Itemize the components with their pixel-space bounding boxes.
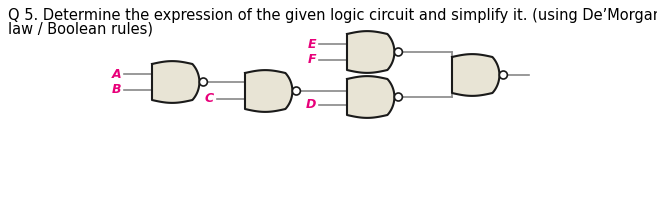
Text: A: A — [112, 68, 121, 81]
Polygon shape — [347, 76, 394, 118]
Circle shape — [199, 78, 208, 86]
Text: F: F — [307, 53, 316, 66]
Circle shape — [394, 48, 402, 56]
Circle shape — [394, 93, 402, 101]
Text: B: B — [112, 83, 121, 96]
Circle shape — [292, 87, 300, 95]
Polygon shape — [152, 61, 199, 103]
Circle shape — [499, 71, 507, 79]
Text: C: C — [205, 92, 214, 105]
Polygon shape — [245, 70, 292, 112]
Polygon shape — [452, 54, 499, 96]
Polygon shape — [347, 31, 394, 73]
Text: D: D — [306, 98, 316, 111]
Text: Q 5. Determine the expression of the given logic circuit and simplify it. (using: Q 5. Determine the expression of the giv… — [8, 8, 657, 23]
Text: law / Boolean rules): law / Boolean rules) — [8, 21, 153, 36]
Text: E: E — [307, 38, 316, 51]
